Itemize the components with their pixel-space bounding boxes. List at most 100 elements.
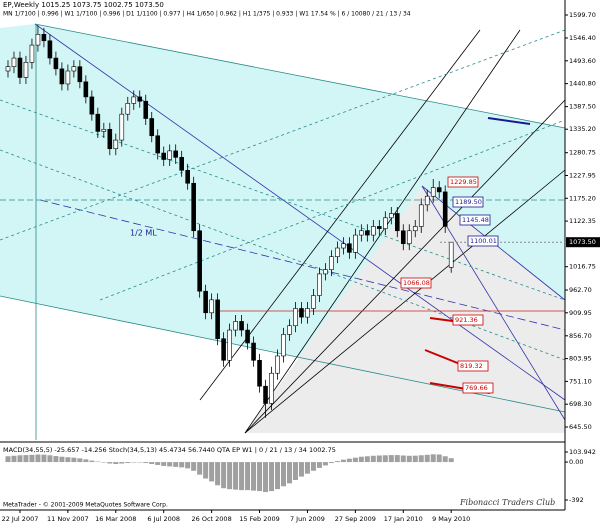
indicator-bar <box>286 462 292 484</box>
candle-body <box>353 234 358 253</box>
candle-body <box>41 34 47 42</box>
candle-body <box>245 329 250 344</box>
candle-body <box>251 342 256 361</box>
indicator-bar <box>23 455 29 463</box>
candle-body <box>29 44 35 63</box>
indicator-bar <box>280 462 286 487</box>
candle-body <box>71 66 77 72</box>
indicator-bar <box>269 462 275 492</box>
candle-body <box>436 187 442 193</box>
indicator-bar <box>77 458 83 463</box>
indicator-bar <box>352 457 358 463</box>
indicator-bar <box>119 462 125 464</box>
current-price-label: 1073.50 <box>569 238 596 246</box>
annotation-box <box>452 196 484 208</box>
indicator-bar <box>448 458 454 463</box>
candle-body <box>59 68 65 85</box>
y-tick-label: 1440.80 <box>569 80 596 88</box>
indicator-bar <box>11 455 17 463</box>
median-line <box>34 23 566 401</box>
indicator-bar <box>251 462 257 491</box>
indicator-bar <box>35 454 41 463</box>
y-tick-label: 909.95 <box>569 309 592 317</box>
annotation-box <box>447 176 479 188</box>
fib-line <box>0 149 566 361</box>
candle-body <box>131 96 137 104</box>
candle-body <box>257 359 262 387</box>
watermark: Fibonacci Traders Club <box>459 498 555 507</box>
indicator-bar <box>388 455 394 463</box>
candle-body <box>377 226 382 229</box>
y-tick-label: 1175.20 <box>569 194 596 202</box>
indicator-bar <box>298 462 304 477</box>
x-tick-label: 11 Nov 2007 <box>47 515 89 523</box>
indicator-bar <box>430 454 436 463</box>
candle-body <box>412 226 418 232</box>
candle-body <box>371 226 376 236</box>
candle-body <box>125 103 131 115</box>
y-tick-label: 698.30 <box>569 400 592 408</box>
y-tick-label: 1280.75 <box>569 149 596 157</box>
indicator-bar <box>322 462 328 466</box>
indicator-bar <box>41 454 47 463</box>
indicator-bar <box>418 455 424 463</box>
x-tick-label: 16 Mar 2008 <box>95 515 136 523</box>
candle-body <box>341 243 346 249</box>
annotation: 819.32 <box>460 362 483 370</box>
candle-body <box>227 329 232 361</box>
annotation: 1229.85 <box>450 178 477 186</box>
y-tick-label: 962.70 <box>569 286 592 294</box>
indicator-bar <box>382 455 388 463</box>
indicator-bar <box>185 462 191 469</box>
candle-body <box>35 34 41 46</box>
candle-body <box>329 256 334 270</box>
candle-body <box>365 230 370 236</box>
candle-body <box>197 230 202 292</box>
indicator-bar <box>173 462 179 467</box>
candle-body <box>53 57 59 70</box>
candle-body <box>215 299 220 340</box>
indicator-bar <box>53 456 59 463</box>
candle-body <box>317 273 322 296</box>
indicator-bar <box>17 455 23 463</box>
indicator-bar <box>47 455 53 463</box>
indicator-bar <box>406 455 412 463</box>
annotation: 1145.48 <box>462 216 489 224</box>
x-tick-label: 17 Jan 2010 <box>384 515 423 523</box>
candle-body <box>47 40 53 59</box>
indicator-bar <box>310 462 316 471</box>
candle-body <box>383 217 388 229</box>
candle-body <box>221 338 226 361</box>
annotation: 921.36 <box>455 316 478 324</box>
candle-body <box>430 187 436 197</box>
indicator-bar <box>89 460 95 463</box>
indicator-bar <box>275 462 281 490</box>
annotation-box <box>457 360 489 372</box>
indicator-bar <box>179 462 185 468</box>
indicator-bar <box>239 462 245 491</box>
indicator-bar <box>370 455 376 463</box>
candle-body <box>191 182 196 232</box>
annotation-box <box>400 277 432 289</box>
x-tick-label: 6 Jul 2008 <box>147 515 180 523</box>
candle-body <box>113 139 119 150</box>
indicator-bar <box>107 462 113 464</box>
indicator-y-tick-label: 103.942 <box>569 448 596 456</box>
indicator-bar <box>221 462 227 489</box>
candle-body <box>239 321 244 331</box>
candle-body <box>418 204 424 227</box>
indicator-bar <box>358 456 364 463</box>
candle-body <box>406 230 412 245</box>
indicator-bar <box>5 456 11 463</box>
indicator-bar <box>263 462 269 493</box>
fan-line <box>244 169 566 434</box>
candle-body <box>23 62 29 78</box>
indicator-bar <box>412 455 418 463</box>
candle-body <box>389 213 394 219</box>
candle-body <box>161 152 167 160</box>
indicator-bar <box>340 459 346 463</box>
indicator-bar <box>257 462 263 492</box>
candle-body <box>263 385 268 404</box>
candle-body <box>95 113 101 132</box>
indicator-bar <box>209 462 215 482</box>
